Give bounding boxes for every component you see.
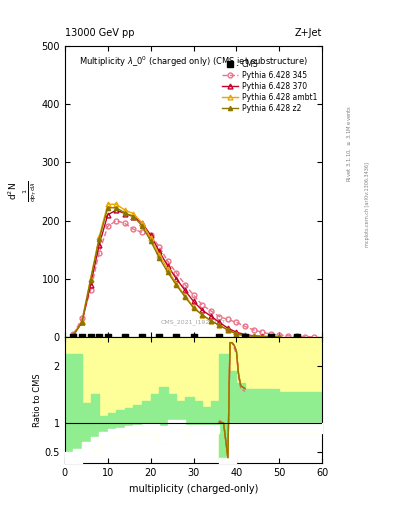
Point — [139, 333, 145, 341]
Text: Rivet 3.1.10, $\geq$ 3.1M events: Rivet 3.1.10, $\geq$ 3.1M events — [346, 105, 353, 182]
Text: CMS_2021_I1920187: CMS_2021_I1920187 — [161, 319, 226, 325]
Point — [105, 333, 111, 341]
Point — [242, 333, 248, 341]
Text: mcplots.cern.ch [arXiv:1306.3436]: mcplots.cern.ch [arXiv:1306.3436] — [365, 162, 371, 247]
Text: Multiplicity $\lambda\_0^0$ (charged only) (CMS jet substructure): Multiplicity $\lambda\_0^0$ (charged onl… — [79, 55, 308, 69]
Text: Z+Jet: Z+Jet — [295, 28, 322, 38]
Point — [87, 333, 94, 341]
Legend: CMS, Pythia 6.428 345, Pythia 6.428 370, Pythia 6.428 ambt1, Pythia 6.428 z2: CMS, Pythia 6.428 345, Pythia 6.428 370,… — [220, 59, 318, 114]
Point — [122, 333, 128, 341]
Point — [173, 333, 180, 341]
Point — [156, 333, 162, 341]
Point — [268, 333, 274, 341]
Text: 13000 GeV pp: 13000 GeV pp — [65, 28, 134, 38]
Point — [293, 333, 299, 341]
Y-axis label: Ratio to CMS: Ratio to CMS — [33, 373, 42, 427]
Point — [96, 333, 102, 341]
Point — [190, 333, 196, 341]
Y-axis label: $\mathrm{d}^2\mathrm{N}$
$\frac{1}{\mathrm{d}p_T\,\mathrm{d}\lambda}$: $\mathrm{d}^2\mathrm{N}$ $\frac{1}{\math… — [7, 181, 39, 202]
Point — [79, 333, 85, 341]
Point — [70, 333, 77, 341]
Point — [216, 333, 222, 341]
X-axis label: multiplicity (charged-only): multiplicity (charged-only) — [129, 484, 258, 494]
